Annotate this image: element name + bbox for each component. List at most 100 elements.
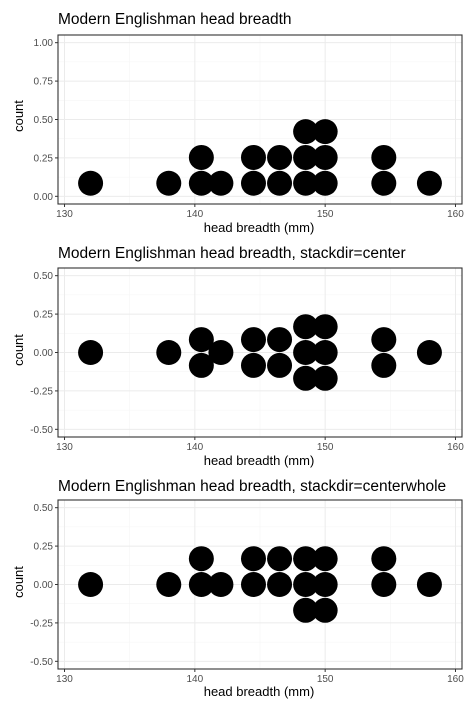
dot-point — [312, 170, 338, 196]
dot-point — [156, 572, 182, 597]
dot-point — [371, 327, 397, 353]
dot-point — [267, 546, 293, 572]
dot-point — [293, 572, 319, 597]
dotplot-chart-stackup: Modern Englishman head breadth 130 140 150… — [0, 0, 474, 237]
dot-point — [267, 170, 293, 196]
y-tick-label: 0.75 — [34, 77, 54, 88]
dot-point — [267, 144, 293, 170]
y-tick-label: 1.00 — [34, 38, 54, 49]
y-tick-label: 0.50 — [34, 271, 54, 282]
y-tick-label: 0.25 — [34, 153, 54, 164]
dots-layer — [78, 314, 442, 391]
dot-point — [371, 352, 397, 378]
dots-layer — [78, 546, 442, 623]
x-axis-label: head breadth (mm) — [204, 453, 315, 468]
dot-point — [188, 327, 214, 353]
dot-point — [267, 327, 293, 353]
dot-point — [293, 170, 319, 196]
y-tick-label: -0.25 — [30, 618, 53, 629]
dotplot-chart-stackcenterwhole: Modern Englishman head breadth, stackdir… — [0, 474, 474, 711]
x-tick-label: 130 — [56, 442, 73, 453]
dot-point — [240, 572, 266, 597]
chart-svg: Modern Englishman head breadth 130 140 150… — [11, 11, 464, 235]
x-tick-label: 140 — [186, 442, 203, 453]
dot-point — [240, 170, 266, 196]
dot-point — [188, 144, 214, 170]
dot-point — [371, 170, 397, 196]
dot-point — [293, 144, 319, 170]
y-tick-label: 0.00 — [34, 580, 54, 591]
dot-point — [416, 170, 442, 196]
dot-point — [312, 597, 338, 623]
dotplot-chart-stackcenter: Modern Englishman head breadth, stackdir… — [0, 237, 474, 474]
y-tick-label: 0.25 — [34, 310, 54, 321]
dot-point — [312, 546, 338, 572]
dot-point — [78, 572, 104, 597]
plot-area: 130 140 150 160 -0.50 -0.25 0.00 0.25 0.50 — [30, 267, 464, 453]
chart-svg: Modern Englishman head breadth, stackdir… — [11, 245, 464, 468]
dot-point — [188, 546, 214, 572]
dot-point — [267, 572, 293, 597]
x-tick-label: 130 — [56, 674, 73, 685]
dot-point — [293, 314, 319, 340]
x-tick-label: 150 — [317, 674, 334, 685]
dot-point — [312, 144, 338, 170]
dot-point — [156, 170, 182, 196]
y-tick-label: -0.25 — [30, 386, 53, 397]
dot-point — [208, 170, 234, 196]
dot-point — [78, 340, 104, 365]
x-tick-label: 160 — [447, 674, 464, 685]
dot-point — [267, 352, 293, 378]
x-tick-label: 160 — [447, 442, 464, 453]
x-tick-label: 160 — [447, 209, 464, 220]
dot-point — [240, 352, 266, 378]
plot-area: 130 140 150 160 -0.50 -0.25 0.00 0.25 0.50 — [30, 499, 464, 685]
y-tick-label: -0.50 — [30, 657, 53, 668]
y-tick-label: -0.50 — [30, 425, 53, 436]
dot-point — [371, 572, 397, 597]
dot-point — [293, 597, 319, 623]
dot-point — [312, 572, 338, 597]
x-axis-label: head breadth (mm) — [204, 220, 315, 235]
dot-point — [188, 170, 214, 196]
chart-svg: Modern Englishman head breadth, stackdir… — [11, 478, 464, 699]
x-tick-label: 140 — [186, 209, 203, 220]
dot-point — [416, 340, 442, 365]
y-tick-label: 0.00 — [34, 192, 54, 203]
chart-title: Modern Englishman head breadth — [58, 11, 292, 28]
x-tick-label: 140 — [186, 674, 203, 685]
dot-point — [188, 352, 214, 378]
y-tick-label: 0.00 — [34, 348, 54, 359]
dot-point — [371, 144, 397, 170]
dot-point — [293, 119, 319, 145]
dot-point — [293, 546, 319, 572]
dot-point — [312, 119, 338, 145]
dot-point — [371, 546, 397, 572]
dot-point — [240, 546, 266, 572]
y-axis-label: count — [11, 334, 26, 366]
y-tick-label: 0.50 — [34, 503, 54, 514]
dot-point — [240, 144, 266, 170]
dot-point — [312, 340, 338, 365]
x-tick-label: 130 — [56, 209, 73, 220]
dot-point — [293, 365, 319, 391]
y-axis-label: count — [11, 566, 26, 598]
y-tick-label: 0.25 — [34, 542, 54, 553]
chart-title: Modern Englishman head breadth, stackdir… — [58, 245, 406, 262]
dot-point — [78, 170, 104, 196]
chart-title: Modern Englishman head breadth, stackdir… — [58, 478, 446, 495]
x-tick-label: 150 — [317, 209, 334, 220]
plot-area: 130 140 150 160 0.00 0.25 0.50 0.75 1.00 — [34, 34, 464, 220]
y-tick-label: 0.50 — [34, 115, 54, 126]
dot-point — [188, 572, 214, 597]
x-tick-label: 150 — [317, 442, 334, 453]
dot-point — [416, 572, 442, 597]
dot-point — [208, 572, 234, 597]
dot-point — [240, 327, 266, 353]
dot-point — [293, 340, 319, 365]
dot-point — [208, 340, 234, 365]
dots-layer — [78, 119, 442, 196]
dot-point — [156, 340, 182, 365]
dot-point — [312, 314, 338, 340]
dot-point — [312, 365, 338, 391]
